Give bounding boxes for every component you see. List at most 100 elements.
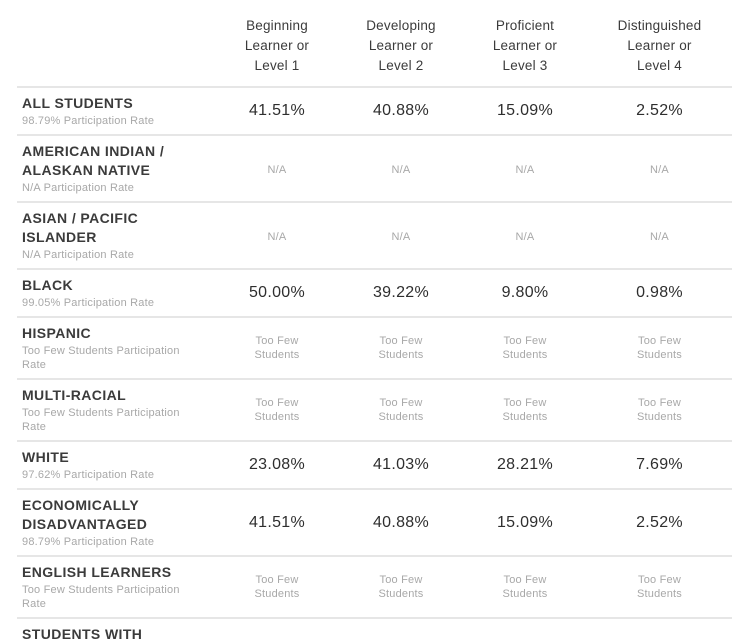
table-row: WHITE 97.62% Participation Rate 23.08% 41… bbox=[17, 441, 732, 489]
score-cell: 0.00% bbox=[587, 618, 732, 639]
score-value: 15.09% bbox=[496, 102, 554, 119]
score-value: 23.08% bbox=[248, 456, 306, 473]
table-row: ALL STUDENTS 98.79% Participation Rate 4… bbox=[17, 87, 732, 135]
group-name: WHITE bbox=[22, 449, 70, 465]
score-value: 2.52% bbox=[636, 102, 683, 119]
score-value: N/A bbox=[267, 163, 287, 176]
score-value: Too Few Students bbox=[254, 573, 300, 600]
table-row: ECONOMICALLY DISADVANTAGED 98.79% Partic… bbox=[17, 489, 732, 556]
score-cell: 41.03% bbox=[339, 441, 463, 489]
participation-rate: Too Few Students Participation Rate bbox=[22, 584, 180, 610]
participation-rate: 98.79% Participation Rate bbox=[22, 115, 155, 127]
table-row: MULTI-RACIAL Too Few Students Participat… bbox=[17, 379, 732, 441]
score-cell: 0.98% bbox=[587, 269, 732, 317]
group-name: BLACK bbox=[22, 277, 73, 293]
score-value: 39.22% bbox=[372, 284, 430, 301]
score-value: Too Few Students bbox=[378, 573, 424, 600]
group-label-cell: ECONOMICALLY DISADVANTAGED 98.79% Partic… bbox=[17, 489, 215, 556]
score-cell: Too Few Students bbox=[215, 556, 339, 618]
performance-levels-table: Beginning Learner or Level 1 Developing … bbox=[17, 2, 732, 639]
column-header-level4: Distinguished Learner or Level 4 bbox=[587, 2, 732, 87]
score-value: Too Few Students bbox=[378, 396, 424, 423]
group-name: HISPANIC bbox=[22, 325, 92, 341]
score-cell: 2.52% bbox=[587, 87, 732, 135]
table-row: BLACK 99.05% Participation Rate 50.00% 39… bbox=[17, 269, 732, 317]
score-cell: 9.80% bbox=[463, 269, 587, 317]
score-value: N/A bbox=[650, 230, 669, 243]
score-cell: Too Few Students bbox=[339, 379, 463, 441]
participation-rate: N/A Participation Rate bbox=[22, 249, 135, 261]
score-value: 50.00% bbox=[248, 284, 306, 301]
score-cell: Too Few Students bbox=[587, 317, 732, 379]
column-header-label: Proficient Learner or Level 3 bbox=[492, 18, 558, 73]
participation-rate: 99.05% Participation Rate bbox=[22, 297, 155, 309]
score-value: Too Few Students bbox=[502, 334, 548, 361]
score-cell: Too Few Students bbox=[587, 379, 732, 441]
group-label-cell: ENGLISH LEARNERS Too Few Students Partic… bbox=[17, 556, 215, 618]
score-value: N/A bbox=[391, 163, 411, 176]
participation-rate: N/A Participation Rate bbox=[22, 182, 135, 194]
table-row: ASIAN / PACIFIC ISLANDER N/A Participati… bbox=[17, 202, 732, 269]
score-cell: 40.88% bbox=[339, 489, 463, 556]
score-value: Too Few Students bbox=[378, 334, 424, 361]
score-cell: 3.45% bbox=[463, 618, 587, 639]
score-cell: 24.14% bbox=[339, 618, 463, 639]
score-cell: N/A bbox=[339, 135, 463, 202]
score-cell: 15.09% bbox=[463, 489, 587, 556]
group-label-cell: HISPANIC Too Few Students Participation … bbox=[17, 317, 215, 379]
score-cell: Too Few Students bbox=[215, 317, 339, 379]
participation-rate: 98.79% Participation Rate bbox=[22, 536, 155, 548]
score-cell: Too Few Students bbox=[339, 317, 463, 379]
score-cell: Too Few Students bbox=[587, 556, 732, 618]
column-header-level3: Proficient Learner or Level 3 bbox=[463, 2, 587, 87]
score-cell: 39.22% bbox=[339, 269, 463, 317]
score-cell: 28.21% bbox=[463, 441, 587, 489]
score-cell: N/A bbox=[339, 202, 463, 269]
score-value: Too Few Students bbox=[254, 334, 300, 361]
table-body: ALL STUDENTS 98.79% Participation Rate 4… bbox=[17, 87, 732, 639]
score-cell: 23.08% bbox=[215, 441, 339, 489]
participation-rate: 97.62% Participation Rate bbox=[22, 469, 155, 481]
score-value: 41.51% bbox=[248, 513, 306, 531]
score-cell: 2.52% bbox=[587, 489, 732, 556]
table-row: HISPANIC Too Few Students Participation … bbox=[17, 317, 732, 379]
score-value: Too Few Students bbox=[636, 573, 683, 600]
score-value: Too Few Students bbox=[254, 396, 300, 423]
score-cell: 15.09% bbox=[463, 87, 587, 135]
group-name: ASIAN / PACIFIC ISLANDER bbox=[22, 210, 139, 245]
group-label-cell: ALL STUDENTS 98.79% Participation Rate bbox=[17, 87, 215, 135]
score-cell: Too Few Students bbox=[339, 556, 463, 618]
table-header: Beginning Learner or Level 1 Developing … bbox=[17, 2, 732, 87]
score-cell: N/A bbox=[463, 202, 587, 269]
score-value: 40.88% bbox=[372, 513, 430, 531]
score-value: N/A bbox=[650, 163, 669, 176]
participation-rate: Too Few Students Participation Rate bbox=[22, 345, 180, 371]
table-row: STUDENTS WITH DISABILITY 96.67% Particip… bbox=[17, 618, 732, 639]
participation-rate: Too Few Students Participation Rate bbox=[22, 407, 180, 433]
header-row: Beginning Learner or Level 1 Developing … bbox=[17, 2, 732, 87]
column-header-label: Distinguished Learner or Level 4 bbox=[617, 18, 702, 73]
group-name: ENGLISH LEARNERS bbox=[22, 564, 172, 580]
score-value: N/A bbox=[267, 230, 287, 243]
group-name: ECONOMICALLY DISADVANTAGED bbox=[22, 497, 148, 532]
score-value: N/A bbox=[391, 230, 411, 243]
score-value: 41.03% bbox=[372, 456, 430, 473]
score-value: 0.98% bbox=[636, 284, 683, 301]
score-cell: 7.69% bbox=[587, 441, 732, 489]
score-value: 28.21% bbox=[496, 456, 554, 473]
score-cell: N/A bbox=[215, 202, 339, 269]
score-value: Too Few Students bbox=[502, 573, 548, 600]
group-label-cell: MULTI-RACIAL Too Few Students Participat… bbox=[17, 379, 215, 441]
score-cell: 41.51% bbox=[215, 87, 339, 135]
score-value: Too Few Students bbox=[636, 396, 683, 423]
score-cell: Too Few Students bbox=[463, 317, 587, 379]
score-value: 2.52% bbox=[636, 513, 683, 531]
score-cell: Too Few Students bbox=[463, 379, 587, 441]
score-value: 9.80% bbox=[501, 284, 549, 301]
group-label-cell: BLACK 99.05% Participation Rate bbox=[17, 269, 215, 317]
group-name: MULTI-RACIAL bbox=[22, 387, 127, 403]
group-name: STUDENTS WITH DISABILITY bbox=[22, 626, 143, 639]
score-cell: Too Few Students bbox=[215, 379, 339, 441]
column-header-level2: Developing Learner or Level 2 bbox=[339, 2, 463, 87]
